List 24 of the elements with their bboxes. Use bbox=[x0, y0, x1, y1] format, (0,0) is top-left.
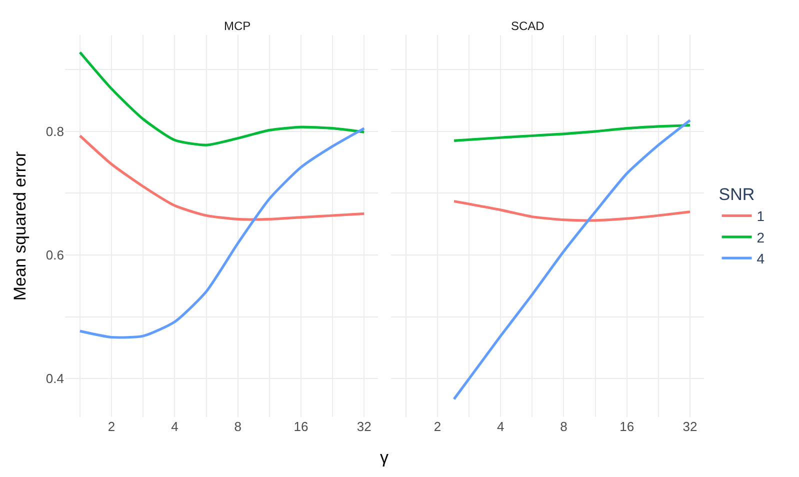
legend-label: 4 bbox=[756, 250, 765, 267]
y-tick-label: 0.6 bbox=[46, 248, 64, 263]
chart-title: SCAD bbox=[511, 19, 545, 33]
x-tick-label: 32 bbox=[682, 419, 698, 434]
legend-title: SNR bbox=[718, 185, 755, 204]
x-tick-label: 8 bbox=[234, 419, 242, 434]
x-tick-label: 2 bbox=[108, 419, 116, 434]
line-series bbox=[78, 134, 366, 221]
x-tick-label: 4 bbox=[171, 419, 178, 434]
x-tick-label: 16 bbox=[294, 419, 308, 434]
legend-label: 1 bbox=[756, 208, 765, 224]
line-series bbox=[78, 127, 366, 339]
y-axis-title: Mean squared error bbox=[10, 151, 30, 301]
y-tick-label: 0.4 bbox=[46, 371, 64, 386]
x-tick-label: 8 bbox=[560, 419, 568, 434]
x-tick-label: 2 bbox=[434, 419, 442, 434]
x-tick-label: 16 bbox=[620, 419, 634, 434]
line-series bbox=[78, 51, 366, 146]
x-axis-title: γ bbox=[380, 448, 389, 467]
x-tick-label: 32 bbox=[356, 419, 372, 434]
legend-label: 2 bbox=[756, 229, 765, 246]
y-tick-label: 0.8 bbox=[46, 124, 64, 139]
chart-title: MCP bbox=[224, 19, 251, 33]
x-tick-label: 4 bbox=[496, 419, 504, 434]
